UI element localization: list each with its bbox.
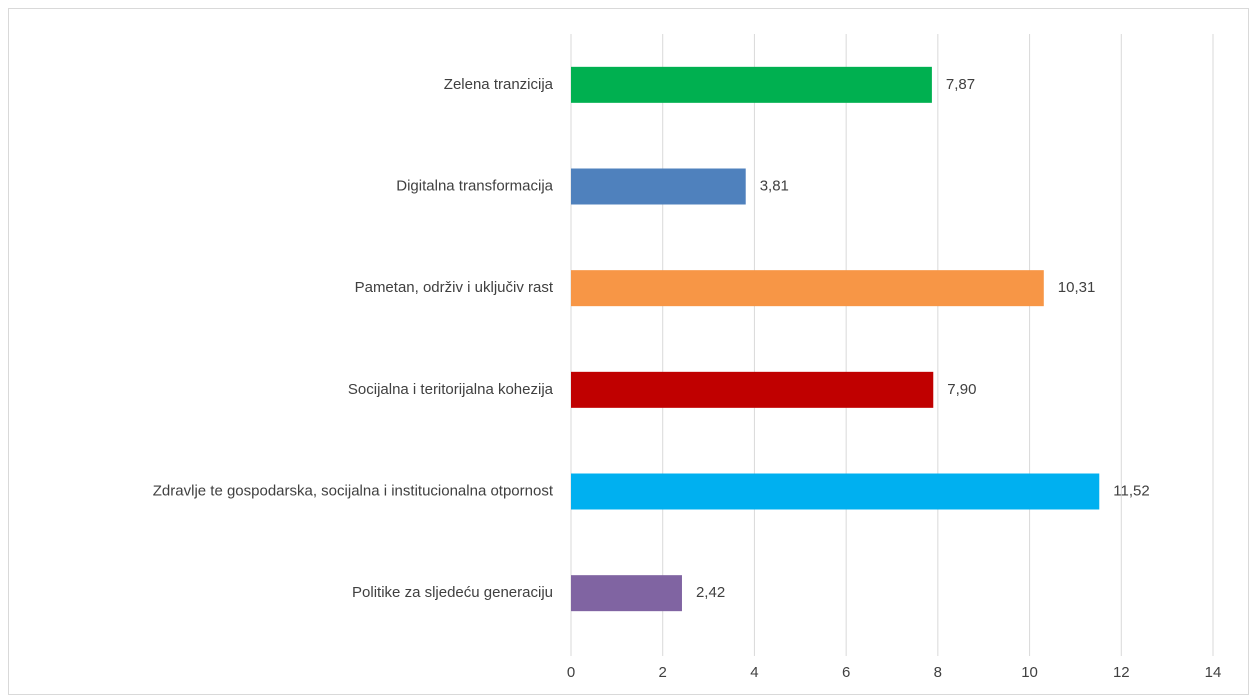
y-tick-label: Digitalna transformacija <box>396 177 553 194</box>
bar <box>571 473 1100 510</box>
x-tick-label: 8 <box>934 664 942 681</box>
x-tick-label: 12 <box>1113 664 1130 681</box>
x-tick-label: 0 <box>567 664 575 681</box>
data-label: 10,31 <box>1058 279 1096 296</box>
y-tick-label: Socijalna i teritorijalna kohezija <box>348 381 554 398</box>
y-tick-label: Zelena tranzicija <box>444 76 554 93</box>
x-tick-label: 14 <box>1205 664 1222 681</box>
x-tick-label: 2 <box>659 664 667 681</box>
data-label: 3,81 <box>760 177 789 194</box>
bar <box>571 270 1044 307</box>
bar <box>571 371 934 408</box>
bar <box>571 168 746 205</box>
data-label: 2,42 <box>696 584 725 601</box>
data-label: 7,90 <box>947 381 976 398</box>
y-tick-label: Zdravlje te gospodarska, socijalna i ins… <box>153 482 554 499</box>
data-label: 7,87 <box>946 76 975 93</box>
y-tick-label: Politike za sljedeću generaciju <box>352 584 553 601</box>
bar <box>571 66 932 103</box>
bar <box>571 575 682 612</box>
x-tick-label: 6 <box>842 664 850 681</box>
x-tick-label: 4 <box>750 664 758 681</box>
data-label: 11,52 <box>1113 482 1149 499</box>
x-tick-label: 10 <box>1021 664 1038 681</box>
y-tick-label: Pametan, održiv i uključiv rast <box>355 279 554 296</box>
